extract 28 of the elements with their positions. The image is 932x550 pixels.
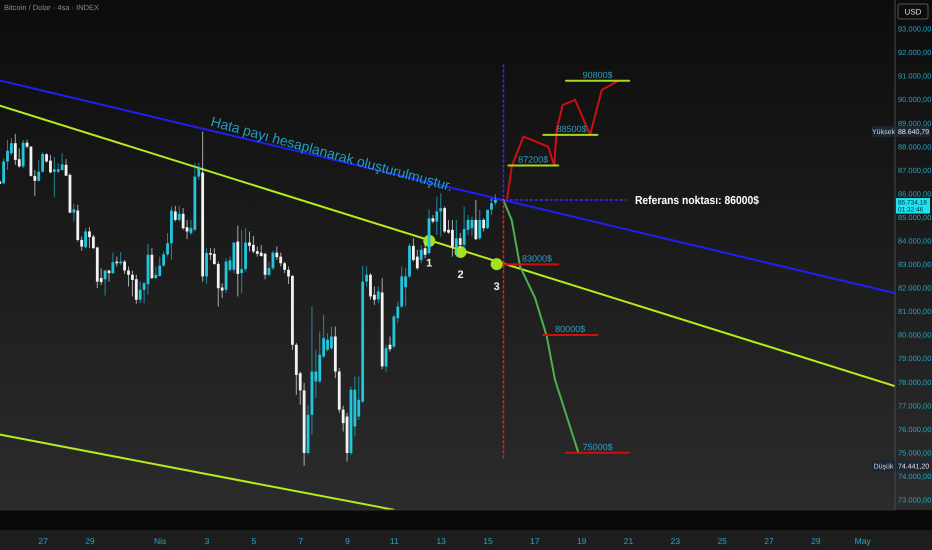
annotation: 90800$ xyxy=(582,70,613,80)
annotation: 80000$ xyxy=(555,324,586,334)
x-tick-label: 21 xyxy=(624,536,634,546)
annotation: 1 xyxy=(426,258,432,270)
annotation: 83000$ xyxy=(522,253,552,264)
x-tick-label: 29 xyxy=(85,536,95,546)
x-tick-label: 15 xyxy=(483,536,494,546)
x-tick-label: 17 xyxy=(530,536,540,546)
text: USD xyxy=(904,7,922,16)
x-tick-label: 27 xyxy=(38,536,48,546)
x-tick-label: Nis xyxy=(154,536,166,546)
x-tick-label: 7 xyxy=(298,536,304,546)
x-tick-label: 25 xyxy=(717,536,728,546)
x-tick-label: 5 xyxy=(251,536,256,546)
annotation: 87200$ xyxy=(518,154,548,165)
x-tick-label: 3 xyxy=(204,536,210,546)
x-tick-label: 19 xyxy=(576,536,587,546)
x-tick-label: 27 xyxy=(764,536,774,546)
x-tick-label: 29 xyxy=(811,536,821,546)
annotation: Referans noktası: 86000$ xyxy=(634,194,774,207)
x-tick-label: 13 xyxy=(436,536,446,546)
annotation: 3 xyxy=(494,281,500,294)
annotation: 2 xyxy=(458,268,464,281)
x-tick-label: 9 xyxy=(345,536,350,546)
x-tick-label: 23 xyxy=(670,536,680,546)
x-tick-label: 11 xyxy=(390,536,400,546)
annotation: 75000$ xyxy=(582,442,613,452)
x-tick-label: May xyxy=(854,536,872,546)
